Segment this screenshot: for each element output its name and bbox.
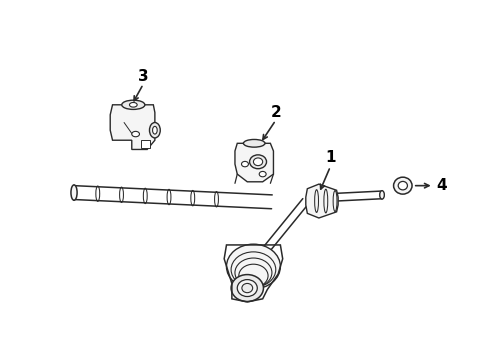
Ellipse shape	[398, 181, 408, 190]
Ellipse shape	[380, 191, 384, 199]
Text: 3: 3	[138, 69, 148, 84]
Ellipse shape	[244, 139, 265, 147]
Ellipse shape	[71, 185, 77, 200]
Ellipse shape	[149, 122, 160, 138]
Polygon shape	[235, 143, 273, 182]
Ellipse shape	[242, 283, 253, 293]
Ellipse shape	[152, 126, 157, 134]
Ellipse shape	[249, 155, 267, 169]
Ellipse shape	[122, 100, 145, 109]
Text: 4: 4	[436, 178, 446, 193]
Ellipse shape	[231, 275, 264, 302]
Ellipse shape	[132, 131, 140, 137]
Ellipse shape	[393, 177, 412, 194]
Ellipse shape	[226, 244, 280, 289]
Ellipse shape	[237, 280, 257, 297]
Polygon shape	[306, 184, 338, 218]
Polygon shape	[141, 140, 150, 148]
Ellipse shape	[242, 161, 248, 167]
Ellipse shape	[129, 103, 137, 107]
Text: 2: 2	[270, 105, 281, 120]
Polygon shape	[110, 105, 155, 149]
Ellipse shape	[253, 158, 263, 166]
Text: 1: 1	[325, 150, 336, 165]
Ellipse shape	[259, 171, 266, 177]
